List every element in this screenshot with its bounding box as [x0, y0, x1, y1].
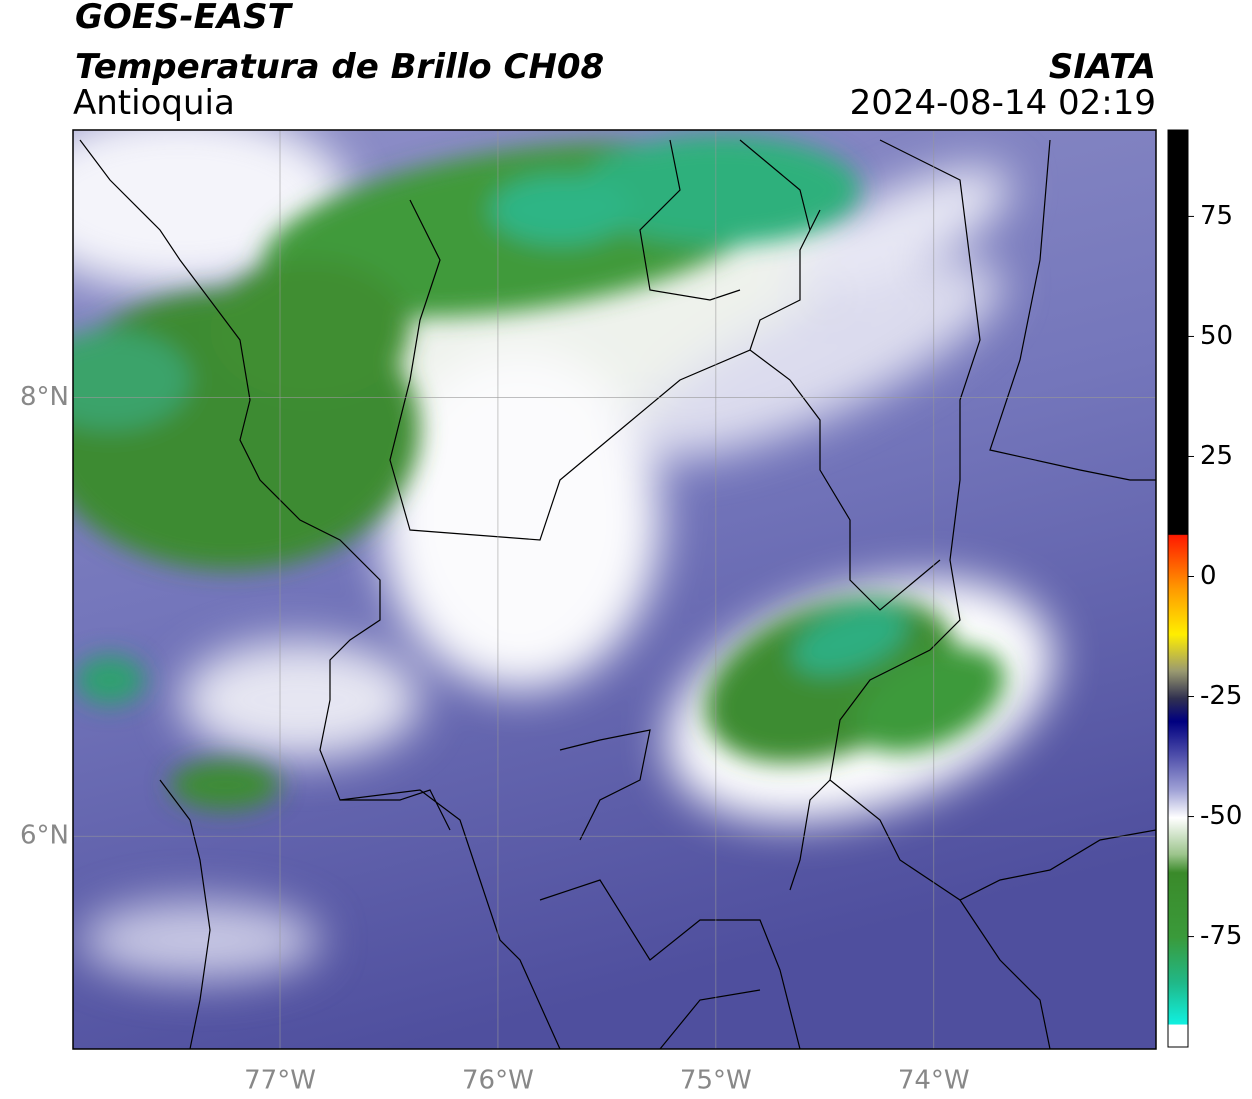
colorbar-tick-label: -50 — [1200, 801, 1242, 831]
title: GOES-EAST — [75, 0, 294, 37]
source: SIATA — [1049, 47, 1156, 87]
datetime: 2024-08-14 02:19 — [850, 83, 1156, 123]
colorbar-tick-label: 50 — [1200, 321, 1233, 351]
region: Antioquia — [73, 83, 235, 123]
y-tick-label: 6°N — [20, 821, 69, 851]
grid — [73, 130, 1156, 1049]
x-tick-label: 76°W — [462, 1066, 534, 1096]
x-tick-label: 77°W — [244, 1066, 316, 1096]
colorbar-tick-label: 75 — [1200, 201, 1233, 231]
x-tick-label: 74°W — [898, 1066, 970, 1096]
colorbar — [1167, 129, 1189, 1048]
colorbar-tick-label: 0 — [1200, 561, 1217, 591]
y-tick-label: 8°N — [20, 382, 69, 412]
map-frame — [72, 129, 1157, 1050]
map-image — [73, 130, 1156, 1049]
colorbar-tick-label: 25 — [1200, 441, 1233, 471]
colorbar-tick-label: -25 — [1200, 681, 1242, 711]
subtitle: Temperatura de Brillo CH08 — [75, 47, 604, 87]
x-tick-label: 75°W — [680, 1066, 752, 1096]
colorbar-tick-label: -75 — [1200, 921, 1242, 951]
